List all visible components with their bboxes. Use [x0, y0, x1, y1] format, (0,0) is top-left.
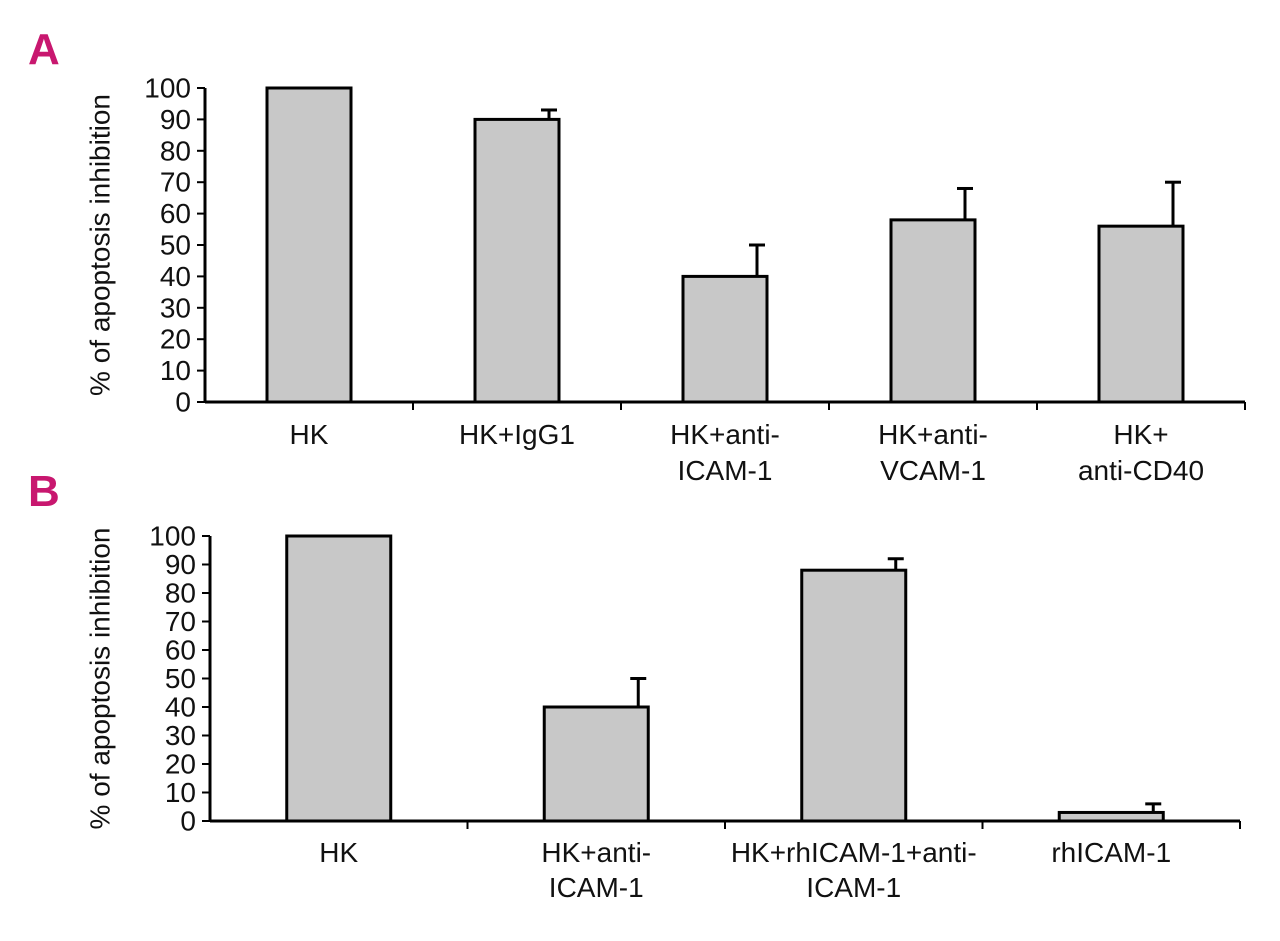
y-tick-label: 80 — [160, 135, 191, 166]
category-label: ICAM-1 — [678, 455, 773, 486]
category-label: HK+IgG1 — [459, 419, 575, 450]
y-tick-label: 20 — [160, 324, 191, 355]
y-tick-label: 70 — [165, 606, 196, 637]
category-label: VCAM-1 — [880, 455, 986, 486]
bar — [285, 534, 393, 823]
y-tick-label: 60 — [165, 635, 196, 666]
y-tick-label: 30 — [160, 292, 191, 323]
y-tick-label: 0 — [175, 387, 191, 418]
category-label: HK — [290, 419, 329, 450]
panel-label-a: A — [28, 25, 60, 74]
category-label: ICAM-1 — [806, 872, 901, 903]
bar — [1097, 224, 1185, 404]
y-tick-label: 60 — [160, 198, 191, 229]
y-tick-label: 100 — [149, 521, 196, 552]
category-label: HK+anti- — [670, 419, 780, 450]
y-tick-label: 80 — [165, 578, 196, 609]
y-tick-label: 90 — [165, 549, 196, 580]
y-tick-label: 100 — [144, 73, 191, 104]
y-tick-label: 50 — [165, 663, 196, 694]
y-tick-label: 20 — [165, 749, 196, 780]
category-label: anti-CD40 — [1078, 455, 1204, 486]
category-label: HK+ — [1113, 419, 1168, 450]
y-tick-label: 10 — [160, 355, 191, 386]
category-label: HK+anti- — [878, 419, 988, 450]
bar — [542, 705, 650, 823]
panel-label-b: B — [28, 467, 60, 516]
category-label: HK — [319, 837, 358, 868]
bar — [473, 117, 561, 404]
y-tick-label: 50 — [160, 230, 191, 261]
category-label: HK+anti- — [541, 837, 651, 868]
y-tick-label: 40 — [165, 692, 196, 723]
y-axis-title: % of apoptosis inhibition — [85, 528, 116, 830]
bar — [889, 218, 977, 404]
bar — [265, 86, 353, 404]
y-tick-label: 0 — [180, 806, 196, 837]
category-label: rhICAM-1 — [1051, 837, 1171, 868]
bar — [681, 274, 769, 404]
category-label: ICAM-1 — [549, 872, 644, 903]
category-label: HK+rhICAM-1+anti- — [731, 837, 977, 868]
y-tick-label: 10 — [165, 777, 196, 808]
y-axis-title: % of apoptosis inhibition — [85, 94, 116, 396]
y-tick-label: 90 — [160, 104, 191, 135]
bar — [800, 568, 908, 823]
bar — [1057, 810, 1165, 823]
y-tick-label: 70 — [160, 167, 191, 198]
y-tick-label: 30 — [165, 720, 196, 751]
y-tick-label: 40 — [160, 261, 191, 292]
